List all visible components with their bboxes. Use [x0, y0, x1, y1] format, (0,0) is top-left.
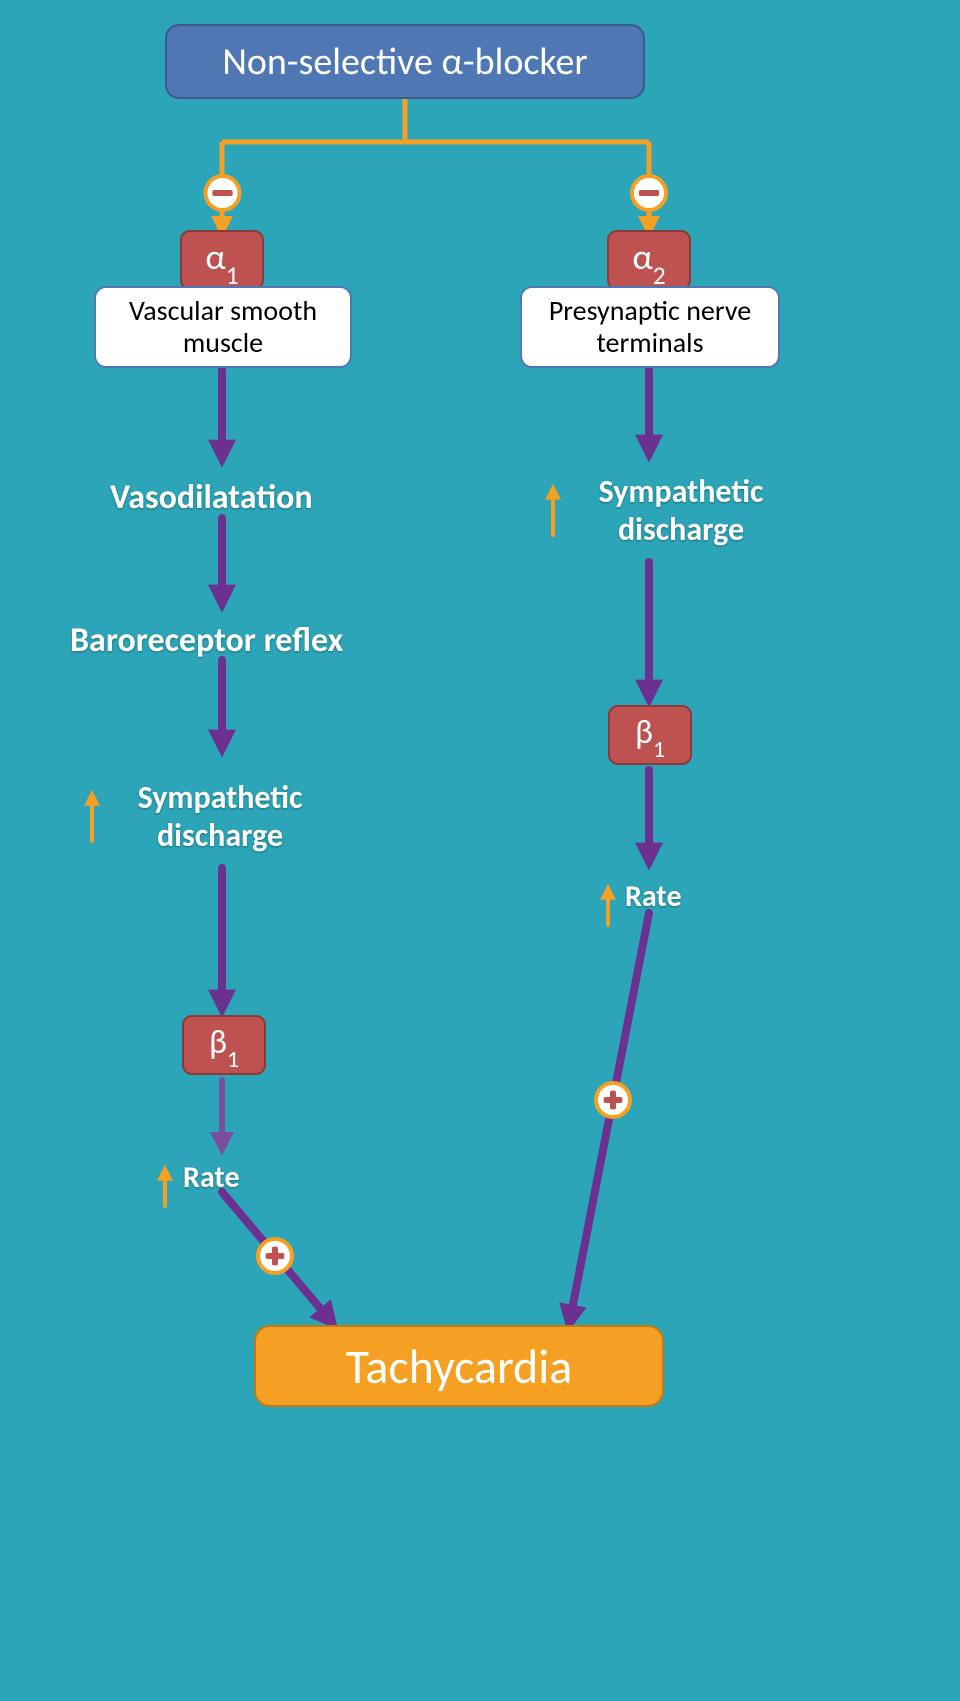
location-presynaptic-box: Presynaptic nerve terminals	[520, 286, 780, 368]
baroreceptor-label: Baroreceptor reflex	[70, 621, 343, 662]
result-label: Tachycardia	[346, 1337, 573, 1396]
header-label: Non-selective α-blocker	[222, 39, 587, 85]
location-vascular-label: Vascular smooth muscle	[102, 295, 344, 359]
rate-right-label: Rate	[625, 879, 682, 915]
alpha2-label: α2	[632, 235, 665, 284]
alpha1-label: α1	[205, 235, 238, 284]
sympathetic-right-label: Sympatheticdischarge	[571, 473, 791, 550]
header-box: Non-selective α-blocker	[165, 24, 645, 99]
vasodilatation-label: Vasodilatation	[110, 478, 313, 519]
rate-left-label: Rate	[183, 1160, 240, 1196]
sympathetic-left-label: Sympatheticdischarge	[110, 779, 330, 856]
location-vascular-box: Vascular smooth muscle	[94, 286, 352, 368]
beta1-right-label: β1	[635, 712, 665, 758]
location-presynaptic-label: Presynaptic nerve terminals	[528, 295, 772, 359]
beta1-left-box: β1	[182, 1015, 266, 1075]
beta1-left-label: β1	[209, 1022, 239, 1068]
alpha1-receptor-box: α1	[180, 230, 264, 290]
result-box: Tachycardia	[254, 1325, 664, 1407]
beta1-right-box: β1	[608, 705, 692, 765]
alpha2-receptor-box: α2	[607, 230, 691, 290]
